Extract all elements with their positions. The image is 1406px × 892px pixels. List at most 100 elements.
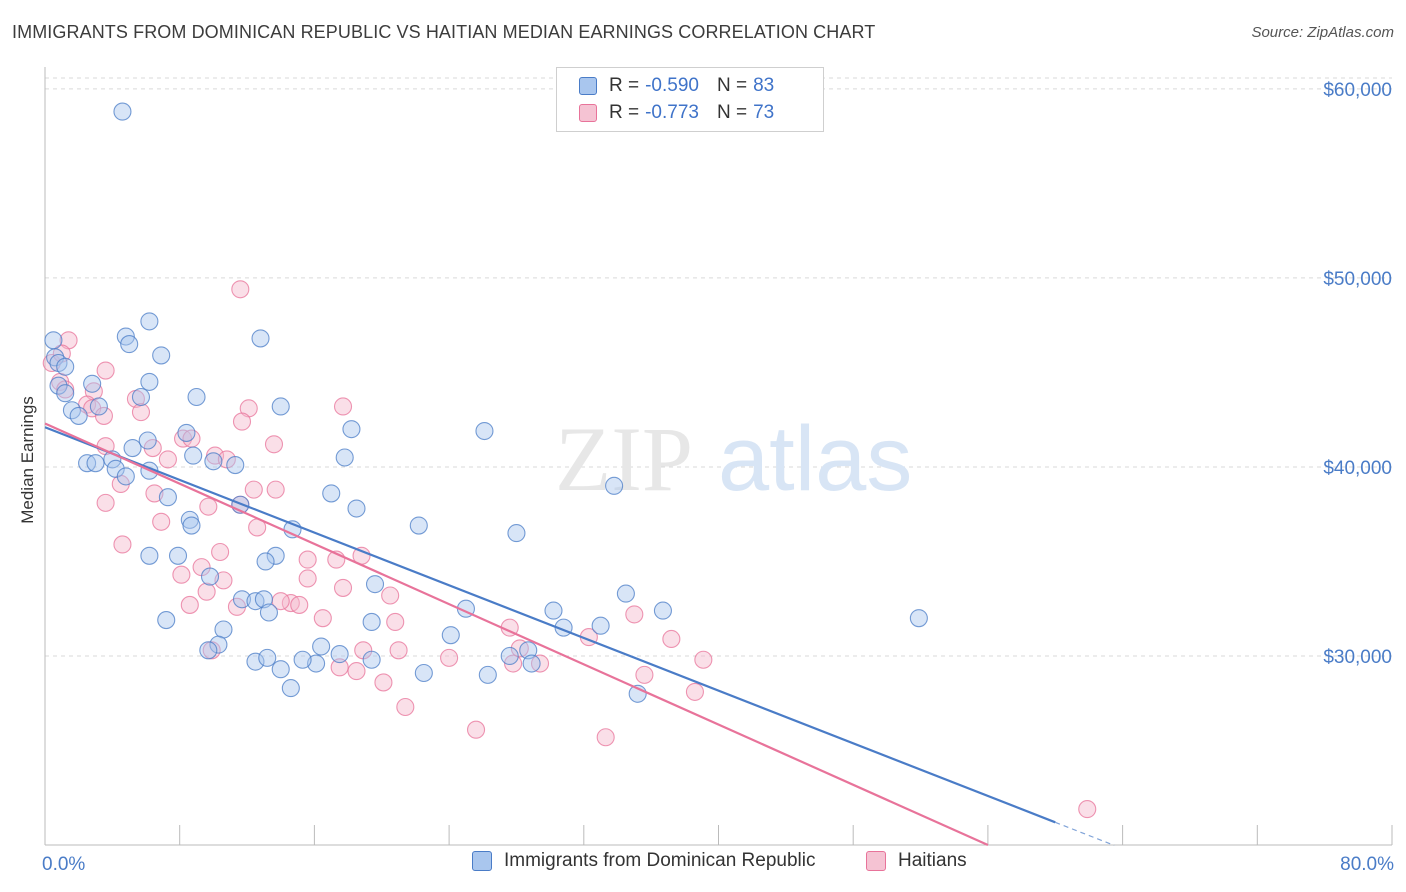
dominican-point (522, 654, 541, 673)
dominican-point (182, 516, 201, 535)
y-tick-label: $60,000 (1323, 80, 1392, 101)
haitian-point (635, 665, 654, 684)
dominican-point (140, 546, 159, 565)
dominican-point (177, 423, 196, 442)
y-tick-label: $30,000 (1323, 647, 1392, 668)
dominican-point (322, 484, 341, 503)
series-legend-dominican: Immigrants from Dominican Republic (472, 850, 816, 872)
dominican-point (365, 575, 385, 594)
dominican-point (214, 620, 233, 639)
haitian-point (96, 361, 115, 380)
dominican-point (49, 376, 68, 395)
haitian-point (131, 403, 151, 422)
haitian-point (381, 586, 400, 605)
haitian-point (333, 578, 353, 597)
legend-swatch-pink (579, 104, 597, 122)
dominican-point (475, 421, 494, 441)
legend-swatch-blue (579, 77, 597, 95)
legend-row-dominican: R = -0.590 N = 83 (579, 73, 792, 99)
watermark-atlas: atlas (718, 408, 912, 510)
dominican-point (271, 397, 290, 416)
dominican-point (204, 452, 223, 471)
haitian-point (347, 662, 366, 681)
dominican-point (83, 374, 102, 393)
y-tick-label: $40,000 (1323, 458, 1392, 479)
series-swatch-pink (866, 851, 886, 871)
haitian-point (158, 450, 177, 469)
dominican-point (209, 635, 228, 654)
dominican-point (187, 387, 206, 407)
legend-n-value: 73 (753, 102, 775, 123)
dominican-point (312, 637, 331, 656)
dominican-point (478, 665, 497, 684)
dominican-point (56, 384, 75, 403)
dominican-point (89, 397, 108, 416)
dominican-point (69, 406, 88, 425)
haitian-point (298, 569, 317, 588)
haitian-point (290, 595, 309, 614)
haitian-point (211, 542, 230, 562)
haitian-point (685, 682, 704, 701)
dominican-point (330, 645, 349, 664)
dominican-point (226, 456, 245, 475)
haitian-point (96, 493, 115, 512)
dominican-point (653, 601, 672, 620)
dominican-point (157, 611, 176, 630)
dominican-point (140, 312, 159, 331)
haitian-point (244, 480, 263, 499)
haitian-point (389, 641, 408, 660)
series-legend: Immigrants from Dominican Republic Haiti… (0, 850, 1406, 878)
dominican-point (246, 652, 265, 671)
haitian-point (113, 535, 132, 554)
correlation-legend: R = -0.590 N = 83 R = -0.773 N = 73 (556, 67, 824, 132)
haitian-point (1078, 800, 1097, 819)
trend-lines (44, 422, 1115, 847)
dominican-point (500, 646, 519, 666)
haitian-point (625, 605, 644, 624)
y-tick-labels: $30,000 $40,000 $50,000 $60,000 (1323, 80, 1392, 668)
dominican-point (140, 372, 159, 391)
watermark: ZIP atlas (555, 408, 912, 510)
haitian-point (232, 412, 252, 431)
haitian-point (214, 571, 233, 590)
dominican-point (86, 454, 105, 473)
dominican-point (605, 476, 624, 495)
dominican-point (271, 660, 290, 679)
haitian-point (94, 406, 113, 425)
haitian-trend-line (44, 422, 989, 847)
haitian-point (172, 565, 191, 584)
haitian-point (199, 497, 218, 516)
haitian-point (264, 435, 284, 454)
dominican-point (232, 590, 252, 609)
dominican-point (507, 524, 526, 543)
dominican-point (113, 102, 132, 121)
dominican-point (199, 641, 218, 660)
haitian-point (396, 697, 415, 717)
dominican-point (44, 331, 63, 350)
dominican-points (44, 102, 928, 703)
haitian-point (694, 650, 713, 669)
legend-r-value: -0.773 (645, 102, 699, 123)
dominican-point (256, 552, 275, 571)
haitian-point (596, 728, 615, 747)
haitian-point (374, 673, 393, 692)
haitians-points (42, 280, 1097, 819)
dominican-trend-extension (1055, 821, 1115, 846)
haitian-point (298, 550, 317, 569)
dominican-point (266, 546, 285, 565)
dominican-point (909, 609, 928, 628)
haitian-point (180, 595, 199, 614)
dominican-point (106, 459, 125, 478)
haitian-point (440, 648, 459, 667)
dominican-point (362, 612, 381, 632)
series-legend-haitians: Haitians (866, 850, 967, 872)
dominican-point (307, 654, 326, 673)
dominican-point (46, 348, 65, 367)
dominican-point (342, 420, 361, 439)
watermark-zip: ZIP (555, 408, 693, 510)
dominican-point (123, 438, 142, 458)
chart-title: IMMIGRANTS FROM DOMINICAN REPUBLIC VS HA… (12, 22, 876, 42)
haitian-point (333, 397, 353, 416)
dominican-point (168, 546, 188, 565)
dominican-point (347, 499, 366, 518)
